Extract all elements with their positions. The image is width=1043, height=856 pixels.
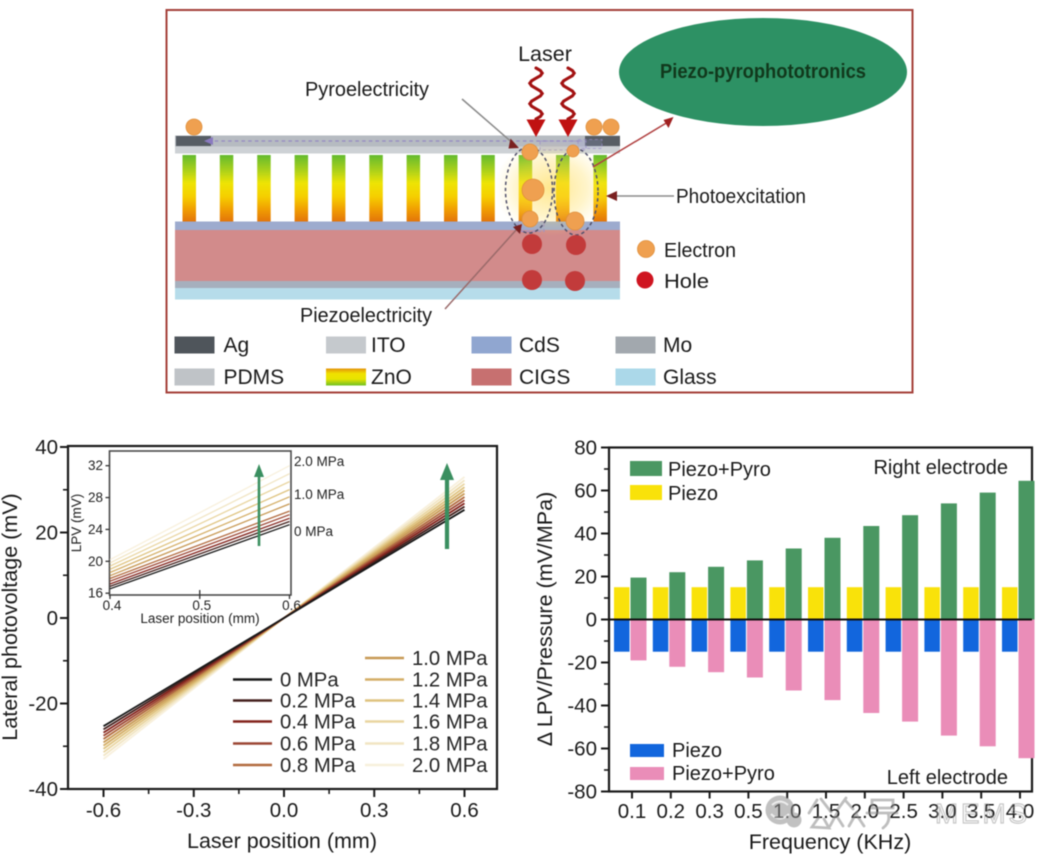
svg-text:Piezo+Pyro: Piezo+Pyro xyxy=(668,459,771,481)
svg-text:Piezo: Piezo xyxy=(672,740,722,762)
svg-text:Glass: Glass xyxy=(663,366,717,389)
svg-text:20: 20 xyxy=(88,554,103,569)
svg-text:60: 60 xyxy=(574,480,597,503)
svg-text:Laser: Laser xyxy=(518,42,572,66)
svg-text:0.4: 0.4 xyxy=(103,598,122,613)
svg-text:Piezoelectricity: Piezoelectricity xyxy=(300,304,433,327)
svg-text:0.6 MPa: 0.6 MPa xyxy=(280,734,356,756)
svg-text:Laser position (mm): Laser position (mm) xyxy=(140,611,259,626)
svg-text:Hole: Hole xyxy=(664,270,709,293)
svg-text:Pyroelectricity: Pyroelectricity xyxy=(305,78,430,101)
svg-text:40: 40 xyxy=(35,436,58,459)
svg-text:MEMS: MEMS xyxy=(935,798,1030,829)
svg-text:CdS: CdS xyxy=(519,334,560,357)
svg-text:0.2: 0.2 xyxy=(657,800,686,823)
svg-text:0.6: 0.6 xyxy=(282,598,301,613)
svg-text:-40: -40 xyxy=(28,778,58,801)
svg-text:0.4 MPa: 0.4 MPa xyxy=(280,712,356,734)
svg-text:80: 80 xyxy=(574,437,597,460)
svg-text:0 MPa: 0 MPa xyxy=(294,524,334,539)
svg-text:2.0: 2.0 xyxy=(851,800,880,823)
svg-text:1.6 MPa: 1.6 MPa xyxy=(412,712,488,734)
svg-text:Ag: Ag xyxy=(224,334,250,357)
svg-text:-60: -60 xyxy=(567,738,597,761)
svg-text:32: 32 xyxy=(88,458,103,473)
svg-text:1.4 MPa: 1.4 MPa xyxy=(412,691,488,713)
svg-text:3.5: 3.5 xyxy=(967,800,996,823)
svg-text:0.1: 0.1 xyxy=(618,800,647,823)
svg-text:Piezo-pyrophototronics: Piezo-pyrophototronics xyxy=(660,61,866,83)
svg-text:Lateral photovoltage (mV): Lateral photovoltage (mV) xyxy=(0,493,22,740)
svg-text:Electron: Electron xyxy=(664,239,736,262)
svg-text:0.3: 0.3 xyxy=(695,800,724,823)
svg-text:16: 16 xyxy=(88,586,103,601)
svg-text:0.5: 0.5 xyxy=(192,598,211,613)
svg-text:Mo: Mo xyxy=(663,334,692,357)
svg-text:Left electrode: Left electrode xyxy=(887,767,1008,789)
svg-text:Piezo+Pyro: Piezo+Pyro xyxy=(672,763,775,785)
svg-text:0.2 MPa: 0.2 MPa xyxy=(280,691,356,713)
svg-text:2.0 MPa: 2.0 MPa xyxy=(412,755,488,777)
svg-text:2.0 MPa: 2.0 MPa xyxy=(294,454,345,469)
svg-text:20: 20 xyxy=(574,566,597,589)
svg-text:1.8 MPa: 1.8 MPa xyxy=(412,734,488,756)
svg-text:20: 20 xyxy=(35,522,58,545)
svg-text:0.3: 0.3 xyxy=(360,799,389,822)
svg-text:-0.6: -0.6 xyxy=(86,799,121,822)
svg-text:0: 0 xyxy=(586,609,597,632)
svg-text:0.6: 0.6 xyxy=(450,799,479,822)
svg-text:3.0: 3.0 xyxy=(928,800,957,823)
svg-text:0.0: 0.0 xyxy=(270,799,299,822)
svg-text:-20: -20 xyxy=(567,652,597,675)
svg-text:-80: -80 xyxy=(567,781,597,804)
svg-text:-20: -20 xyxy=(28,693,58,716)
svg-text:PDMS: PDMS xyxy=(224,366,285,389)
svg-text:Photoexcitation: Photoexcitation xyxy=(676,185,806,208)
svg-text:Δ LPV/Pressure (mV/MPa): Δ LPV/Pressure (mV/MPa) xyxy=(533,492,557,747)
svg-text:-0.3: -0.3 xyxy=(176,799,211,822)
svg-text:Right electrode: Right electrode xyxy=(873,457,1008,479)
svg-text:CIGS: CIGS xyxy=(519,366,570,389)
svg-text:24: 24 xyxy=(88,522,104,537)
svg-text:0.8 MPa: 0.8 MPa xyxy=(280,755,356,777)
svg-text:2.5: 2.5 xyxy=(889,800,918,823)
svg-text:ITO: ITO xyxy=(371,334,406,357)
svg-text:28: 28 xyxy=(88,490,103,505)
svg-text:1.0 MPa: 1.0 MPa xyxy=(294,487,345,502)
svg-text:LPV (mV): LPV (mV) xyxy=(69,494,84,553)
svg-text:4.0: 4.0 xyxy=(1006,800,1035,823)
svg-text:0: 0 xyxy=(47,607,58,630)
svg-text:Laser position (mm): Laser position (mm) xyxy=(187,829,377,853)
svg-text:-40: -40 xyxy=(567,695,597,718)
svg-text:40: 40 xyxy=(574,523,597,546)
svg-text:Piezo: Piezo xyxy=(668,483,718,505)
svg-text:1.2 MPa: 1.2 MPa xyxy=(412,670,488,692)
svg-text:Frequency (KHz): Frequency (KHz) xyxy=(749,830,912,854)
svg-text:1.0 MPa: 1.0 MPa xyxy=(412,648,488,670)
svg-text:0.5: 0.5 xyxy=(734,800,763,823)
svg-text:0 MPa: 0 MPa xyxy=(280,670,339,692)
svg-text:ZnO: ZnO xyxy=(371,366,412,389)
